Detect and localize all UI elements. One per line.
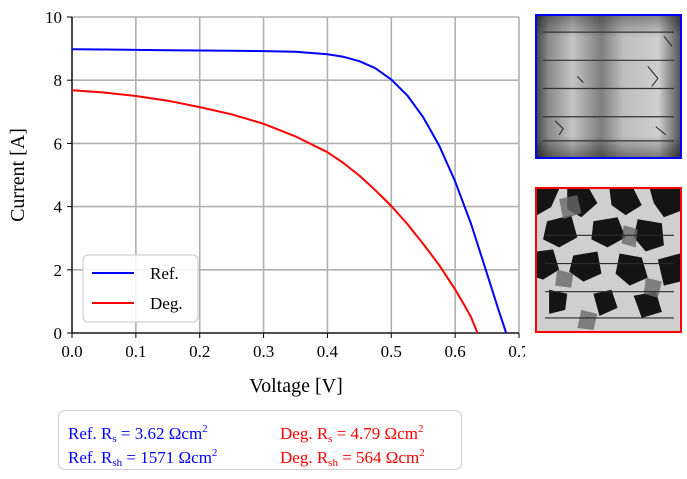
parameter-box: Ref. Rs = 3.62 Ωcm2 Ref. Rsh = 1571 Ωcm2…: [58, 410, 462, 470]
x-tick-label: 0.1: [125, 342, 146, 361]
x-tick-label: 0.2: [189, 342, 210, 361]
el-image-reference: [535, 14, 682, 159]
el-image-degraded-picture: [537, 189, 680, 331]
x-tick-label: 0.7: [508, 342, 525, 361]
x-tick-label: 0.3: [253, 342, 274, 361]
y-tick-label: 10: [45, 8, 62, 27]
y-tick-label: 2: [54, 261, 63, 280]
x-tick-label: 0.6: [445, 342, 466, 361]
legend-label-deg: Deg.: [150, 294, 183, 313]
y-axis-title: Current [A]: [7, 128, 29, 222]
x-tick-label: 0.5: [381, 342, 402, 361]
deg-rsh-text: Deg. Rsh = 564 Ωcm2: [280, 447, 425, 469]
iv-chart: 0.0 0.1 0.2 0.3 0.4 0.5 0.6 0.7 0 2 4 6 8 10 Voltage …: [7, 8, 525, 397]
el-image-reference-picture: [537, 16, 680, 157]
ticks: 0.0 0.1 0.2 0.3 0.4 0.5 0.6 0.7 0 2 4 6 8 10: [45, 8, 525, 361]
ref-rs-text: Ref. Rs = 3.62 Ωcm2: [68, 423, 208, 445]
y-tick-label: 8: [54, 71, 63, 90]
y-tick-label: 4: [54, 198, 63, 217]
y-tick-label: 0: [54, 324, 63, 343]
deg-rs-text: Deg. Rs = 4.79 Ωcm2: [280, 423, 424, 445]
x-axis-title: Voltage [V]: [249, 375, 343, 397]
x-tick-label: 0.4: [317, 342, 339, 361]
ref-rsh-text: Ref. Rsh = 1571 Ωcm2: [68, 447, 218, 469]
axes: [71, 17, 519, 334]
series-line-deg: [71, 89, 479, 334]
legend-frame: [82, 254, 199, 323]
series-line-ref: [71, 48, 508, 334]
legend: Ref. Deg.: [82, 254, 199, 323]
y-tick-label: 6: [54, 134, 63, 153]
x-tick-label: 0.0: [61, 342, 82, 361]
grid: [71, 16, 520, 334]
el-image-degraded: [535, 187, 682, 333]
series-lines: [71, 48, 508, 334]
legend-label-ref: Ref.: [150, 264, 179, 283]
